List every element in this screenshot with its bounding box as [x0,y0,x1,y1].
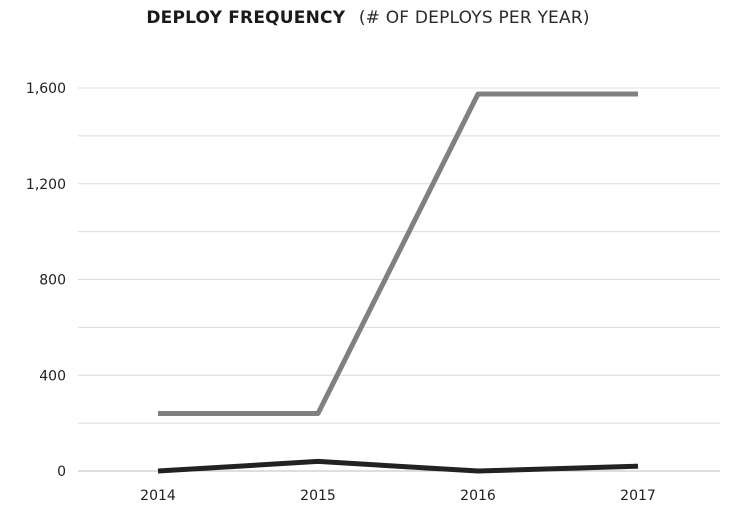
y-tick-label: 800 [39,273,66,289]
x-tick-label: 2016 [460,488,496,504]
x-tick-label: 2017 [620,488,656,504]
series-line-1 [158,91,638,417]
y-tick-label: 1,200 [26,177,66,193]
x-tick-label: 2015 [300,488,336,504]
series-line-2 [157,458,639,474]
chart-subtitle: (# OF DEPLOYS PER YEAR) [358,8,590,28]
y-tick-label: 1,600 [26,81,66,97]
x-tick-label: 2014 [140,488,176,504]
chart-title-block: DEPLOY FREQUENCY (# OF DEPLOYS PER YEAR) [0,8,736,28]
chart-title: DEPLOY FREQUENCY [146,8,346,28]
y-tick-label: 400 [39,368,66,384]
y-tick-label: 0 [57,464,66,480]
